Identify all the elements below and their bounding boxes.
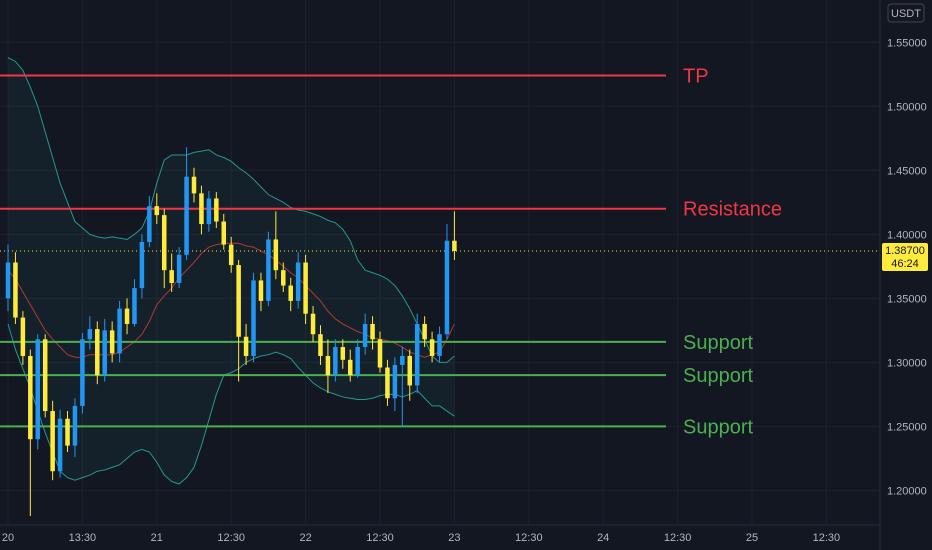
candle-body [377, 339, 383, 368]
candlesticks [5, 147, 457, 517]
candle-body [50, 411, 55, 472]
y-tick-label: 1.45000 [887, 165, 927, 177]
y-tick-label: 1.20000 [887, 485, 927, 497]
candle-body [28, 355, 33, 440]
candle-body [288, 285, 293, 301]
y-tick-label: 1.40000 [887, 229, 927, 241]
candle-body [340, 347, 346, 360]
candle-body [228, 244, 234, 266]
candle-body [452, 240, 457, 251]
candle-body [355, 347, 360, 376]
y-tick-label: 1.25000 [887, 421, 927, 433]
currency-box [887, 3, 925, 23]
y-tick-label: 1.50000 [887, 101, 927, 113]
candle-body [429, 339, 435, 356]
candle-body [221, 221, 227, 245]
candle-body [42, 339, 48, 412]
candle-body [362, 323, 368, 348]
candle-body [214, 198, 219, 222]
candle-body [109, 330, 115, 354]
candle-body [87, 329, 93, 340]
x-tick-label: 12:30 [515, 532, 543, 544]
candle-body [35, 339, 41, 440]
candle-body [139, 242, 145, 289]
band-lower-line [7, 323, 455, 485]
price-badge-countdown: 46:24 [891, 258, 919, 270]
candle-body [422, 323, 427, 340]
level-label-tp: TP [683, 66, 709, 88]
x-tick-label: 12:30 [366, 532, 394, 544]
candle-body [333, 347, 338, 376]
candle-body [124, 308, 130, 324]
x-tick-label: 21 [151, 532, 163, 544]
candle-body [251, 280, 256, 356]
candle-body [392, 364, 398, 399]
level-label-support: Support [683, 416, 753, 438]
candle-body [414, 323, 420, 386]
candle-body [370, 323, 375, 340]
price-badge-bg [882, 242, 928, 271]
y-tick-label: 1.35000 [887, 293, 927, 305]
candle-body [169, 270, 174, 283]
level-label-support: Support [683, 365, 753, 387]
x-tick-label: 12:30 [664, 532, 692, 544]
level-label-resistance: Resistance [683, 199, 782, 221]
candle-body [303, 262, 308, 314]
candle-body [57, 418, 63, 472]
x-tick-label: 23 [448, 532, 460, 544]
candle-body [347, 359, 353, 376]
candle-body [236, 265, 241, 337]
x-tick-label: 12:30 [813, 532, 841, 544]
candle-body [400, 355, 405, 365]
candle-body [102, 330, 107, 376]
x-tick-label: 20 [2, 532, 14, 544]
candle-body [132, 288, 137, 324]
candle-body [117, 308, 122, 354]
candle-body [154, 206, 160, 216]
candle-body [266, 239, 271, 301]
level-label-support: Support [683, 332, 753, 354]
candle-body [176, 254, 182, 283]
x-tick-label: 12:30 [217, 532, 245, 544]
currency-text: USDT [891, 8, 921, 20]
candle-body [199, 193, 204, 225]
candle-body [310, 313, 316, 335]
candle-body [72, 405, 78, 446]
y-tick-label: 1.55000 [887, 37, 927, 49]
candle-body [191, 176, 197, 194]
candle-body [325, 355, 331, 376]
candle-body [258, 280, 264, 301]
candle-body [385, 367, 390, 399]
candle-body [13, 262, 18, 318]
x-tick-label: 22 [299, 532, 311, 544]
candle-body [161, 215, 167, 271]
candle-body [444, 240, 450, 335]
candle-body [147, 206, 152, 243]
x-tick-label: 24 [597, 532, 609, 544]
candle-body [437, 334, 442, 356]
currency-label[interactable]: USDT [887, 3, 925, 23]
candle-body [80, 339, 85, 406]
candle-body [295, 262, 301, 301]
band-upper-line [7, 57, 455, 363]
candle-body [5, 262, 11, 299]
candle-body [243, 336, 249, 356]
candle-body [184, 176, 189, 255]
x-tick-label: 13:30 [69, 532, 97, 544]
x-tick-label: 25 [746, 532, 758, 544]
candle-body [206, 198, 212, 225]
candle-body [407, 355, 413, 386]
candle-body [95, 329, 100, 376]
candle-body [318, 334, 323, 356]
y-tick-label: 1.30000 [887, 357, 927, 369]
candle-body [273, 239, 279, 271]
price-badge-value: 1.38700 [885, 245, 925, 257]
candle-body [65, 418, 70, 446]
candle-body [281, 270, 286, 286]
candle-body [20, 317, 26, 356]
